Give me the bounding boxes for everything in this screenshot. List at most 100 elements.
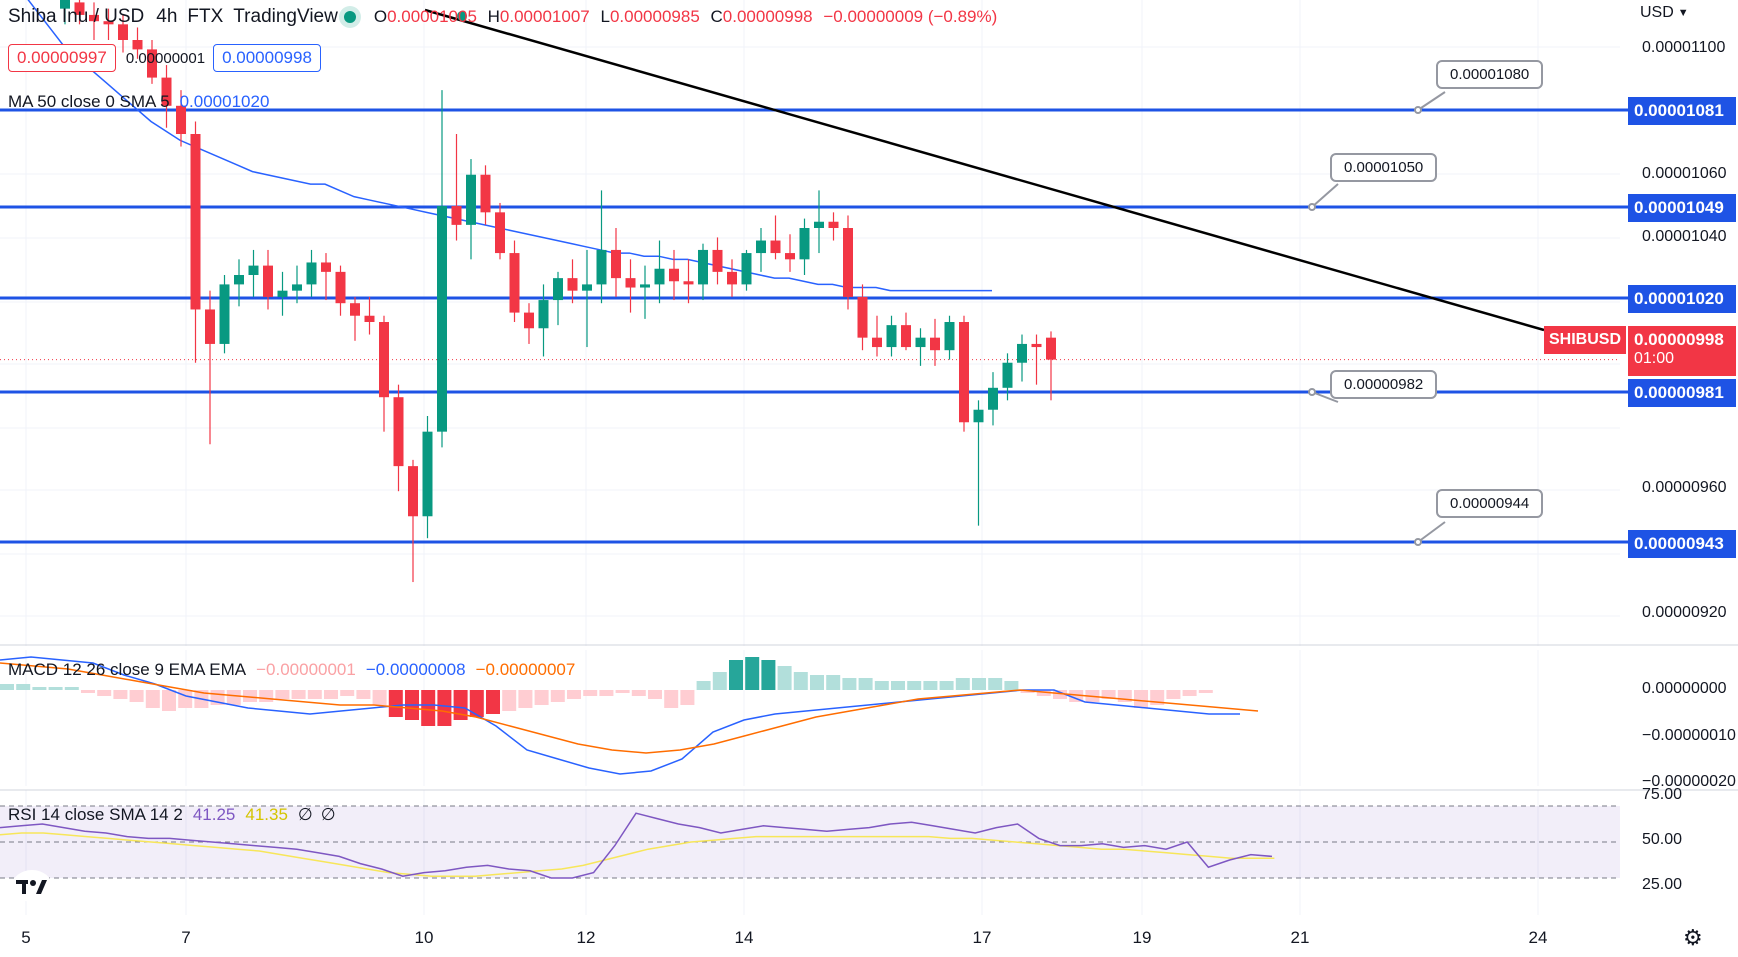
macd-legend[interactable]: MACD 12 26 close 9 EMA EMA −0.00000001 −… xyxy=(8,660,575,680)
level-price-tag[interactable]: 0.00000981 xyxy=(1628,379,1736,407)
candle-body xyxy=(219,284,230,344)
ma-legend[interactable]: MA 50 close 0 SMA 5 0.00001020 xyxy=(8,92,269,112)
candle-body xyxy=(393,397,404,467)
macd-hist-bar xyxy=(275,690,290,699)
tradingview-logo[interactable] xyxy=(12,870,52,902)
tradingview-logo-icon xyxy=(16,880,47,894)
candle-body xyxy=(509,253,520,313)
macd-hist-bar xyxy=(1134,690,1148,708)
macd-legend-label: MACD 12 26 close 9 EMA EMA xyxy=(8,660,247,679)
currency-menu[interactable]: USD ▼ xyxy=(1640,4,1689,22)
macd-hist-bar xyxy=(469,690,484,717)
callout-anchor xyxy=(1414,538,1422,546)
callout-anchor xyxy=(1308,203,1316,211)
symbol-price-tag[interactable]: SHIBUSD xyxy=(1544,326,1626,354)
buy-button[interactable]: 0.00000998 xyxy=(213,44,321,72)
interval[interactable]: 4h xyxy=(156,6,178,27)
candle-body xyxy=(727,271,737,285)
macd-hist-bar xyxy=(307,690,322,699)
x-axis-label: 24 xyxy=(1528,928,1548,947)
market-status-icon xyxy=(343,11,356,23)
x-axis-label: 21 xyxy=(1290,928,1310,947)
candle-body xyxy=(1002,362,1013,388)
price-callout[interactable]: 0.00001080 xyxy=(1436,60,1544,89)
candle-body xyxy=(814,221,824,228)
candle-body xyxy=(350,303,360,316)
macd-hist-bar xyxy=(259,690,274,702)
macd-hist-bar xyxy=(858,678,873,690)
candle-body xyxy=(437,206,447,432)
rsi-extra-2: ∅ xyxy=(320,805,336,824)
level-price-tag[interactable]: 0.00001020 xyxy=(1628,285,1736,313)
macd-hist-bar xyxy=(453,690,468,720)
last-price-tag[interactable]: 0.00000998 01:00 xyxy=(1628,326,1736,376)
candle-body xyxy=(379,322,389,398)
macd-hist-bar xyxy=(518,690,533,708)
macd-hist-bar xyxy=(761,660,776,690)
settings-gear-icon[interactable]: ⚙ xyxy=(1683,925,1703,950)
ohlc-low-label: L xyxy=(600,7,610,26)
macd-hist-value: −0.00000001 xyxy=(256,660,356,679)
symbol-name[interactable]: Shiba Inu / USD xyxy=(8,6,145,27)
candle-body xyxy=(451,206,462,225)
level-price-tag[interactable]: 0.00001081 xyxy=(1628,97,1736,125)
candle-body xyxy=(988,387,998,410)
candle-body xyxy=(132,40,143,50)
spread: 0.00000001 xyxy=(125,49,206,67)
macd-hist-bar xyxy=(777,666,792,690)
trendline-path xyxy=(424,8,1545,332)
macd-signal-value: −0.00000007 xyxy=(475,660,576,679)
candle-body xyxy=(306,262,317,285)
price-callout[interactable]: 0.00000944 xyxy=(1436,489,1544,518)
x-axis-label: 12 xyxy=(576,928,596,947)
candle-body xyxy=(669,268,679,282)
price-axis-label: 0.00000960 xyxy=(1642,479,1727,496)
rsi-legend[interactable]: RSI 14 close SMA 14 2 41.25 41.35 ∅ ∅ xyxy=(8,805,336,825)
macd-hist-bar xyxy=(874,681,889,690)
x-axis-label: 17 xyxy=(972,928,992,947)
macd-hist-bar xyxy=(97,690,112,696)
macd-hist-bar xyxy=(388,690,403,717)
candle-body xyxy=(277,290,288,297)
candle-body xyxy=(190,134,201,310)
candle-body xyxy=(770,240,781,254)
macd-axis-label: −0.00000020 xyxy=(1642,773,1736,787)
trendline[interactable] xyxy=(424,8,1545,332)
macd-hist-bar xyxy=(64,687,79,690)
candle-body xyxy=(335,271,346,304)
macd-hist-bar xyxy=(1004,681,1019,690)
macd-hist-bar xyxy=(502,690,517,711)
level-price-tag[interactable]: 0.00001049 xyxy=(1628,194,1736,222)
candle-body xyxy=(1031,343,1042,348)
price-callout[interactable]: 0.00000982 xyxy=(1330,370,1438,399)
macd-hist-bar xyxy=(1198,690,1213,693)
chevron-down-icon: ▼ xyxy=(1677,7,1689,19)
candle-body xyxy=(408,466,418,517)
ohlc-open: 0.00001005 xyxy=(387,7,477,26)
level-price-tag[interactable]: 0.00000943 xyxy=(1628,530,1736,558)
price-callout[interactable]: 0.00001050 xyxy=(1330,153,1438,182)
macd-hist-bar xyxy=(745,657,760,690)
macd-hist-bar xyxy=(1182,690,1197,696)
macd-hist-bar xyxy=(1101,690,1116,699)
candle-body xyxy=(205,309,215,344)
macd-axis-label: −0.00000010 xyxy=(1642,727,1736,744)
candle-body xyxy=(567,278,578,291)
macd-hist-bar xyxy=(923,681,938,690)
macd-hist-bar xyxy=(939,681,954,690)
macd-hist-bar xyxy=(113,690,128,699)
trendline-handle xyxy=(457,11,467,21)
macd-hist-bar xyxy=(1036,690,1051,696)
sell-button[interactable]: 0.00000997 xyxy=(8,44,116,72)
rsi-axis-label: 50.00 xyxy=(1642,831,1683,848)
candle-body xyxy=(263,265,273,297)
bid-ask: 0.00000997 0.00000001 0.00000998 xyxy=(8,44,321,72)
ohlc-high: 0.00001007 xyxy=(499,7,590,26)
platform: TradingView xyxy=(233,6,338,27)
rsi-extra-1: ∅ xyxy=(297,805,313,824)
symbol-legend[interactable]: Shiba Inu / USD 4h FTX TradingView O0.00… xyxy=(8,6,997,28)
ma-legend-label: MA 50 close 0 SMA 5 xyxy=(8,92,170,111)
rsi-pane xyxy=(0,805,1620,879)
candles xyxy=(60,0,1056,583)
candle-body xyxy=(524,312,534,329)
